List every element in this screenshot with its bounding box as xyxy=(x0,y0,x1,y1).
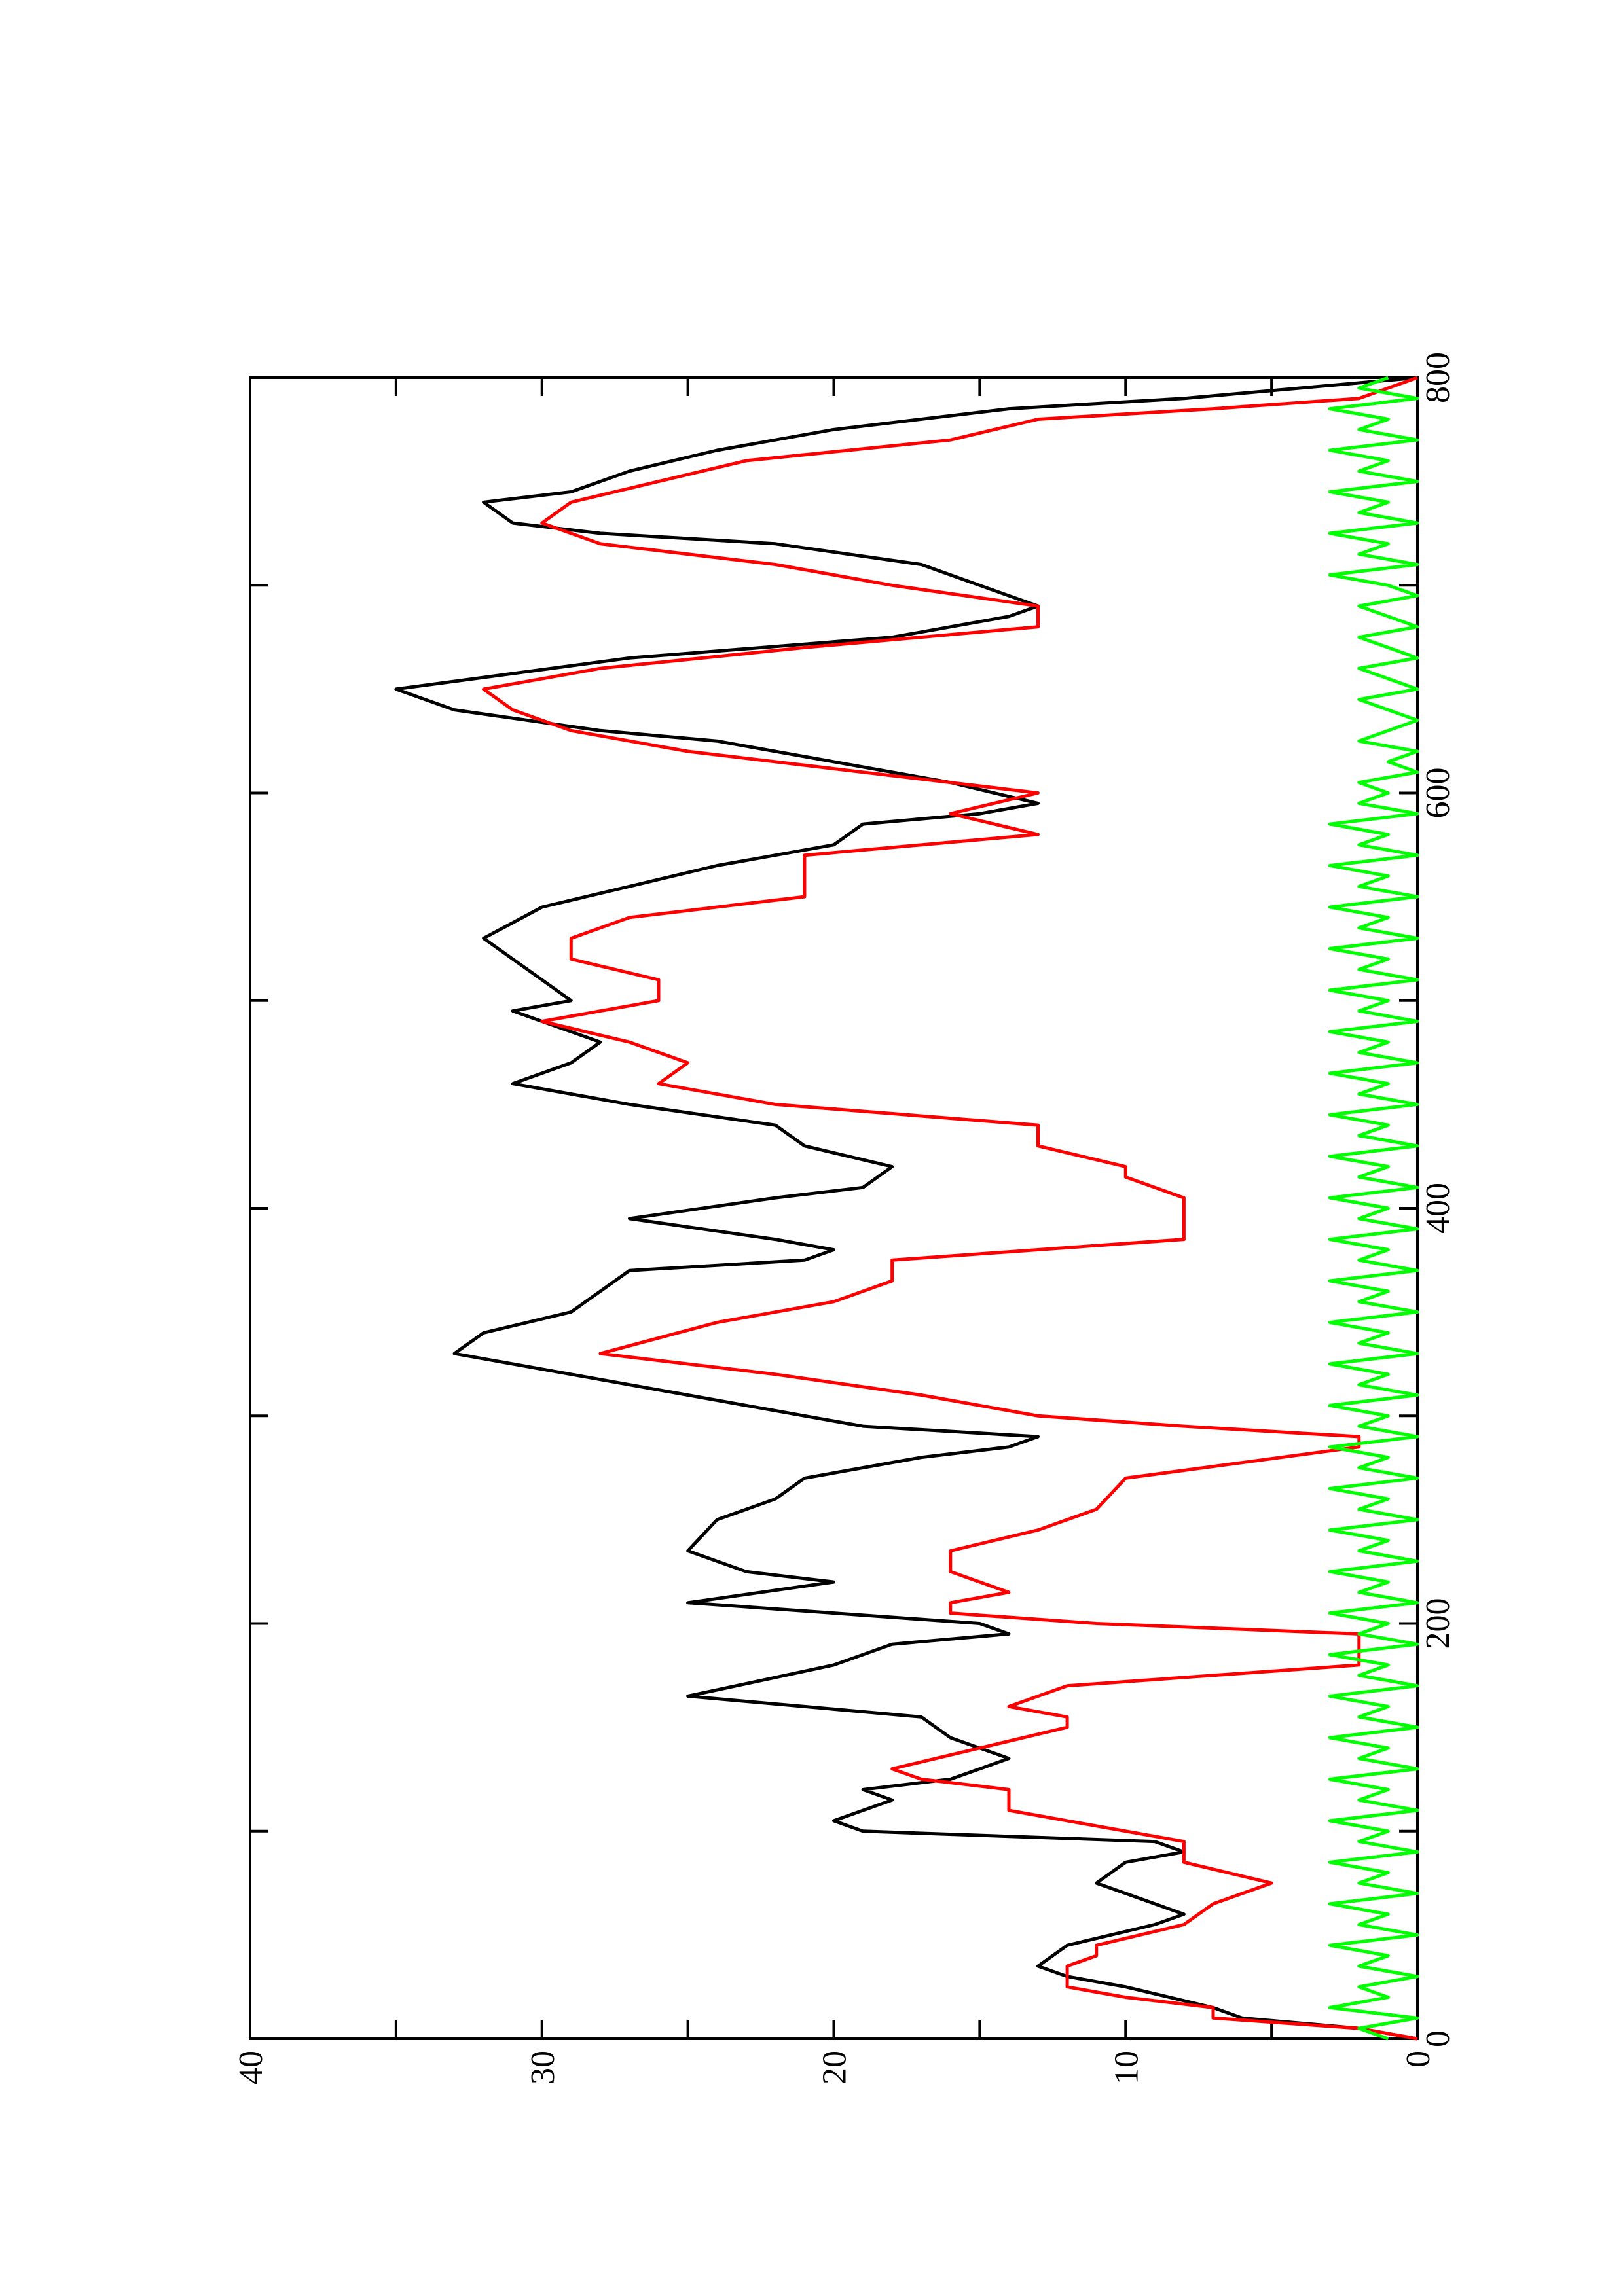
tick-labels: 0 200 400 600 800 0 10 20 30 40 xyxy=(232,352,1457,2085)
series-line-1 xyxy=(394,376,1418,2041)
series-line-3 xyxy=(1328,376,1419,2041)
series-line-2 xyxy=(482,376,1418,2041)
y-tick-label: 10 xyxy=(1108,2051,1145,2085)
series-group xyxy=(394,376,1419,2041)
plot-frame xyxy=(249,376,1419,2040)
axis-ticks xyxy=(249,376,1419,2040)
y-tick-label: 0 xyxy=(1400,2051,1437,2068)
x-tick-label: 600 xyxy=(1419,768,1457,819)
x-tick-label: 200 xyxy=(1419,1598,1457,1649)
y-tick-label: 40 xyxy=(232,2051,270,2085)
y-tick-label: 20 xyxy=(816,2051,854,2085)
x-tick-label: 800 xyxy=(1419,352,1457,403)
y-tick-label: 30 xyxy=(524,2051,562,2085)
x-tick-label: 0 xyxy=(1419,2030,1457,2047)
x-tick-label: 400 xyxy=(1419,1183,1457,1234)
